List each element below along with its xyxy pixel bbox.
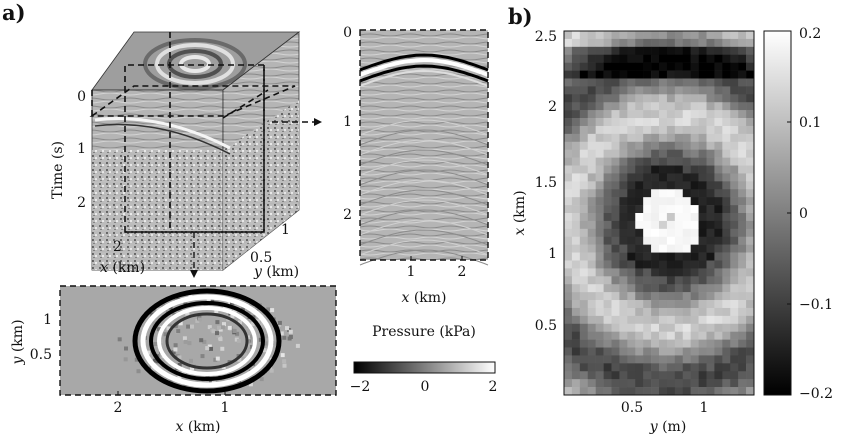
slice-y-tick-05: 0.5 xyxy=(30,347,52,363)
cube-time-tick-2: 2 xyxy=(77,195,86,211)
cube-wavefront xyxy=(94,117,231,150)
cbar-b-tick-2: 0 xyxy=(799,206,808,222)
cube-side-speckle xyxy=(223,100,299,270)
arrow-to-time-slice xyxy=(190,232,198,278)
gather-y-tick-2: 2 xyxy=(343,207,352,223)
heatmap-cells xyxy=(564,31,755,396)
cube-time-label: Time (s) xyxy=(50,141,66,199)
pressure-tick-mid: 0 xyxy=(421,379,430,395)
heat-y-tick-1: 1 xyxy=(548,246,557,262)
pressure-colorbar: Pressure (kPa) −2 0 2 xyxy=(350,324,498,395)
cbar-b-tick-0: 0.2 xyxy=(799,26,821,42)
gather-x-tick-2: 2 xyxy=(458,264,467,280)
heat-x-label: y (m) xyxy=(649,419,687,435)
heat-x-tick-05: 0.5 xyxy=(621,400,643,416)
slice-y-tick-1: 1 xyxy=(43,312,52,328)
slice-x-label: x (km) xyxy=(175,419,220,435)
gather-x-label: x (km) xyxy=(401,290,446,306)
gather-x-tick-1: 1 xyxy=(407,264,416,280)
gather-y-tick-0: 0 xyxy=(343,25,352,41)
cbar-b-tick-1: 0.1 xyxy=(799,115,821,131)
panel-a-label: a) xyxy=(2,0,26,25)
cube-time-tick-1: 1 xyxy=(77,141,86,157)
pressure-tick-min: −2 xyxy=(350,379,371,395)
cbar-b-tick-4: −0.2 xyxy=(799,386,833,402)
slice-x-tick-2: 2 xyxy=(114,400,123,416)
time-slice-panel: 1 0.5 y (km) 2 1 x (km) xyxy=(10,285,337,435)
heat-y-tick-15: 1.5 xyxy=(535,175,557,191)
cube-front-speckle xyxy=(92,150,223,270)
cube-x-tick-2: 2 xyxy=(113,239,122,255)
panel-b-label: b) xyxy=(508,4,533,29)
heat-y-label: x (km) xyxy=(512,190,528,235)
panel-b-heatmap: 2.5 2 1.5 1 0.5 x (km) 0.5 1 y (m) xyxy=(512,29,755,435)
time-slice-rings xyxy=(132,288,282,394)
gather-y-tick-1: 1 xyxy=(343,114,352,130)
cube-top-rings xyxy=(143,38,247,90)
panel-b-colorbar-gradient xyxy=(763,30,792,396)
panel-b-colorbar: 0.2 0.1 0 −0.1 −0.2 xyxy=(763,26,833,402)
pressure-tick-max: 2 xyxy=(489,379,498,395)
cube-wavefront-dark xyxy=(94,123,231,155)
cube-y-tick-1: 1 xyxy=(281,222,290,238)
shot-gather-reflections xyxy=(359,53,489,266)
time-slice-frame xyxy=(59,285,337,396)
heat-y-tick-05: 0.5 xyxy=(535,318,557,334)
heat-y-tick-25: 2.5 xyxy=(535,29,557,45)
cube-x-label: x (km) xyxy=(100,260,145,276)
heat-y-tick-2: 2 xyxy=(548,99,557,115)
cbar-b-tick-3: −0.1 xyxy=(799,297,833,313)
slice-x-tick-1: 1 xyxy=(221,400,230,416)
cube-time-tick-0: 0 xyxy=(77,89,86,105)
arrow-to-shot-gather xyxy=(272,118,322,126)
slice-y-label: y (km) xyxy=(10,319,26,365)
heat-x-tick-1: 1 xyxy=(700,400,709,416)
pressure-colorbar-gradient xyxy=(353,361,496,374)
cube-y-label: y (km) xyxy=(253,264,299,280)
pressure-colorbar-title: Pressure (kPa) xyxy=(372,324,476,340)
shot-gather-frame xyxy=(359,29,489,261)
cube-y-tick-05: 0.5 xyxy=(250,250,272,266)
heatmap-frame xyxy=(563,30,755,396)
cube-slice-lines xyxy=(89,32,296,233)
shot-gather-panel: 0 1 2 1 2 x (km) xyxy=(343,25,489,306)
seismic-cube: 0 1 2 Time (s) 2 x (km) 1 0.5 y (km) xyxy=(50,31,322,280)
